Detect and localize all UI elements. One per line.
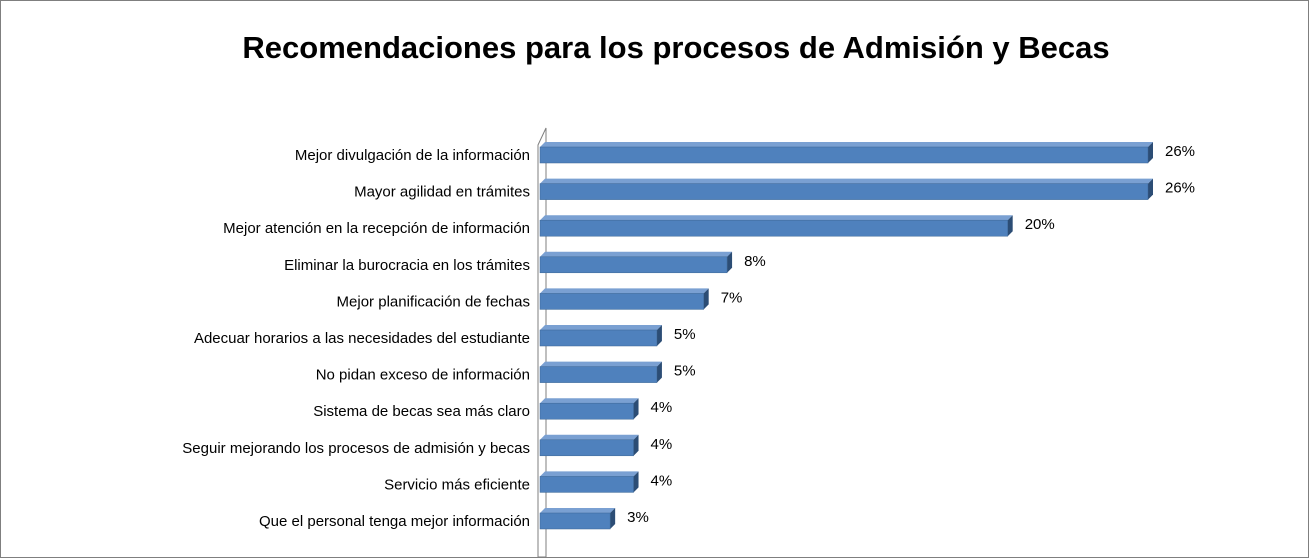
bar-side bbox=[656, 361, 662, 383]
bar-top bbox=[540, 471, 639, 477]
bar bbox=[539, 146, 1149, 164]
value-label: 7% bbox=[721, 289, 743, 306]
value-label: 20% bbox=[1025, 216, 1055, 233]
value-label: 26% bbox=[1165, 180, 1195, 197]
bar bbox=[539, 366, 658, 383]
bar-top bbox=[540, 361, 662, 367]
bar-top bbox=[540, 142, 1153, 147]
bar bbox=[539, 512, 611, 530]
category-label: Mejor divulgación de la información bbox=[295, 147, 530, 164]
bar-side bbox=[610, 508, 616, 529]
category-label: Seguir mejorando los procesos de admisió… bbox=[182, 440, 530, 457]
category-label: Eliminar la burocracia en los trámites bbox=[284, 257, 530, 274]
bar-top bbox=[540, 434, 639, 440]
bar bbox=[539, 476, 634, 493]
bar-top bbox=[540, 508, 616, 513]
category-label: Sistema de becas sea más claro bbox=[313, 403, 530, 420]
category-label: Mayor agilidad en trámites bbox=[354, 184, 530, 201]
bar-top bbox=[540, 398, 639, 404]
value-label: 4% bbox=[651, 399, 673, 416]
value-label: 26% bbox=[1165, 143, 1195, 160]
bar bbox=[539, 256, 728, 274]
category-label: Adecuar horarios a las necesidades del e… bbox=[194, 330, 530, 347]
bar bbox=[539, 402, 634, 420]
category-label: Mejor atención en la recepción de inform… bbox=[223, 220, 530, 237]
category-label: Servicio más eficiente bbox=[384, 476, 530, 493]
value-label: 5% bbox=[674, 363, 696, 380]
category-label: No pidan exceso de información bbox=[316, 367, 530, 384]
bar-side bbox=[633, 471, 639, 493]
bar-top bbox=[540, 178, 1153, 184]
bar bbox=[539, 293, 704, 310]
value-label: 8% bbox=[744, 253, 766, 270]
bar-side bbox=[1007, 215, 1013, 237]
value-label: 4% bbox=[651, 472, 673, 489]
bar bbox=[539, 329, 658, 347]
value-label: 4% bbox=[651, 436, 673, 453]
bar bbox=[539, 219, 1008, 237]
bar-side bbox=[633, 434, 639, 456]
bar-top bbox=[540, 251, 733, 257]
bar-side bbox=[1148, 142, 1153, 163]
bar bbox=[539, 183, 1149, 200]
bar-side bbox=[703, 288, 709, 310]
bar-side bbox=[727, 251, 733, 273]
chart-title: Recomendaciones para los procesos de Adm… bbox=[242, 30, 1109, 65]
category-label: Mejor planificación de fechas bbox=[337, 293, 530, 310]
category-label: Que el personal tenga mejor información bbox=[259, 513, 530, 530]
bar-top bbox=[540, 288, 709, 294]
bar bbox=[539, 439, 634, 457]
bar-side bbox=[633, 398, 639, 420]
value-label: 3% bbox=[627, 509, 649, 526]
bar-side bbox=[1148, 178, 1153, 200]
bar-top bbox=[540, 215, 1013, 221]
bar-top bbox=[540, 325, 662, 330]
value-label: 5% bbox=[674, 326, 696, 343]
bar-side bbox=[656, 325, 662, 346]
